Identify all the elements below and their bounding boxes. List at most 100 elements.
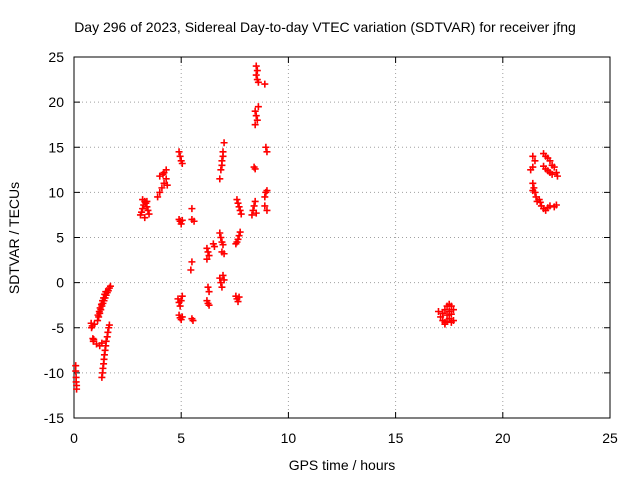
- x-tick-label: 10: [281, 430, 297, 446]
- data-point: [178, 159, 186, 167]
- plus-marker: [252, 112, 260, 120]
- data-point: [250, 202, 258, 210]
- plus-marker: [203, 244, 211, 252]
- data-point: [235, 232, 243, 240]
- data-point: [237, 210, 245, 218]
- data-point: [98, 339, 106, 347]
- plus-marker: [219, 241, 227, 249]
- data-point: [261, 202, 269, 210]
- data-point: [263, 148, 271, 156]
- data-point: [251, 121, 259, 129]
- data-point: [449, 317, 457, 325]
- plus-marker: [204, 248, 212, 256]
- plus-marker: [251, 121, 259, 129]
- data-point: [141, 214, 149, 222]
- data-point: [156, 172, 164, 180]
- data-point: [104, 328, 112, 336]
- plus-marker: [178, 216, 186, 224]
- data-point: [552, 169, 560, 177]
- data-point: [546, 157, 554, 165]
- data-point: [189, 317, 197, 325]
- plus-marker: [219, 271, 227, 279]
- data-point: [553, 172, 561, 180]
- plus-marker: [141, 214, 149, 222]
- data-point: [219, 152, 227, 160]
- x-tick-label: 25: [602, 430, 618, 446]
- data-point: [144, 206, 152, 214]
- plus-marker: [529, 187, 537, 195]
- plus-marker: [552, 201, 560, 209]
- data-point: [261, 193, 269, 201]
- data-point: [217, 166, 225, 174]
- plus-marker: [178, 313, 186, 321]
- plus-marker: [251, 165, 259, 173]
- plus-marker: [237, 210, 245, 218]
- data-point: [218, 248, 226, 256]
- plus-marker: [234, 199, 242, 207]
- data-point: [178, 292, 186, 300]
- data-point: [552, 201, 560, 209]
- data-point: [220, 139, 228, 147]
- data-point: [154, 193, 162, 201]
- plus-marker: [72, 367, 80, 375]
- plus-marker: [553, 172, 561, 180]
- plus-marker: [236, 228, 244, 236]
- plus-marker: [98, 339, 106, 347]
- data-point: [204, 283, 212, 291]
- plus-marker: [203, 255, 211, 263]
- data-point: [176, 152, 184, 160]
- data-point: [529, 179, 537, 187]
- data-point: [233, 196, 241, 204]
- data-point: [449, 306, 457, 314]
- plus-marker: [217, 166, 225, 174]
- plus-marker: [527, 166, 535, 174]
- data-point: [234, 298, 242, 306]
- plus-marker: [205, 301, 213, 309]
- x-tick-label: 5: [177, 430, 185, 446]
- plus-marker: [443, 311, 451, 319]
- plus-marker: [189, 317, 197, 325]
- data-point: [145, 210, 153, 218]
- plus-marker: [188, 258, 196, 266]
- plus-marker: [548, 170, 556, 178]
- data-point: [73, 385, 81, 393]
- plus-marker: [100, 294, 108, 302]
- plus-marker: [252, 62, 260, 70]
- plus-marker: [93, 340, 101, 348]
- data-point: [261, 80, 269, 88]
- plus-marker: [529, 152, 537, 160]
- x-axis-label: GPS time / hours: [289, 457, 396, 473]
- chart-title: Day 296 of 2023, Sidereal Day-to-day VTE…: [74, 19, 576, 35]
- plus-marker: [218, 283, 226, 291]
- plus-marker: [536, 198, 544, 206]
- data-point: [102, 337, 110, 345]
- data-point: [217, 234, 225, 241]
- data-point: [445, 315, 453, 323]
- data-point: [235, 293, 243, 301]
- data-point: [178, 313, 186, 321]
- plus-marker: [220, 276, 228, 284]
- x-tick-label: 15: [388, 430, 404, 446]
- data-point: [205, 288, 213, 296]
- data-point: [251, 107, 259, 115]
- plus-marker: [219, 152, 227, 160]
- data-point: [188, 205, 196, 213]
- plus-marker: [218, 248, 226, 256]
- plus-marker: [253, 116, 261, 124]
- data-point: [178, 216, 186, 224]
- plus-marker: [445, 315, 453, 323]
- plus-marker: [251, 107, 259, 115]
- y-tick-label: -5: [52, 320, 65, 336]
- plus-marker: [156, 172, 164, 180]
- data-point: [176, 302, 184, 310]
- data-point: [94, 311, 102, 319]
- data-point: [216, 175, 224, 183]
- plus-marker: [94, 311, 102, 319]
- data-point: [263, 206, 271, 214]
- plus-marker: [220, 139, 228, 147]
- data-point: [441, 306, 449, 314]
- data-point: [203, 244, 211, 252]
- plus-marker: [250, 202, 258, 210]
- plus-marker: [439, 309, 447, 317]
- data-point: [97, 300, 105, 308]
